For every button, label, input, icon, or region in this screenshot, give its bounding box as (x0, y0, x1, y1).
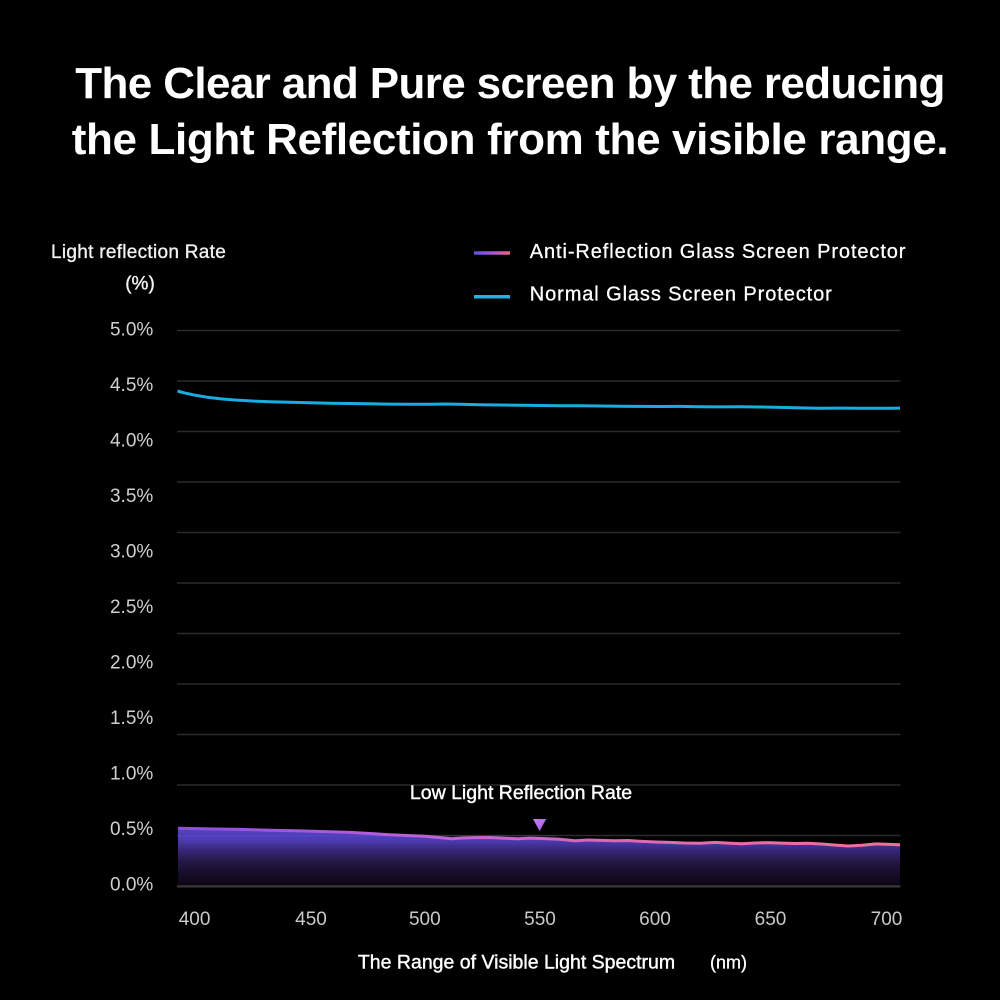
svg-text:1.0%: 1.0% (110, 764, 153, 785)
svg-text:Light reflection Rate: Light reflection Rate (51, 242, 226, 263)
svg-text:Anti-Reflection Glass Screen P: Anti-Reflection Glass Screen Protector (530, 241, 907, 263)
svg-text:2.0%: 2.0% (110, 653, 153, 674)
svg-text:1.5%: 1.5% (110, 708, 153, 729)
svg-text:Normal Glass Screen Protector: Normal Glass Screen Protector (530, 283, 833, 305)
svg-text:(%): (%) (125, 273, 155, 294)
svg-text:The Range of Visible Light Spe: The Range of Visible Light Spectrum (358, 952, 675, 974)
svg-text:650: 650 (755, 909, 787, 930)
svg-text:5.0%: 5.0% (110, 320, 153, 341)
svg-text:450: 450 (295, 909, 327, 930)
svg-text:400: 400 (179, 909, 211, 930)
svg-text:500: 500 (409, 909, 441, 930)
svg-text:4.0%: 4.0% (110, 431, 153, 452)
svg-text:Low Light Reflection Rate: Low Light Reflection Rate (410, 782, 632, 804)
svg-text:700: 700 (871, 909, 903, 930)
svg-text:3.0%: 3.0% (110, 542, 153, 563)
svg-text:(nm): (nm) (710, 953, 747, 973)
svg-text:4.5%: 4.5% (110, 375, 153, 396)
svg-text:2.5%: 2.5% (110, 597, 153, 618)
svg-text:600: 600 (639, 909, 671, 930)
svg-text:550: 550 (524, 909, 556, 930)
svg-text:3.5%: 3.5% (110, 486, 153, 507)
svg-text:0.5%: 0.5% (110, 819, 153, 840)
svg-text:0.0%: 0.0% (110, 875, 153, 896)
